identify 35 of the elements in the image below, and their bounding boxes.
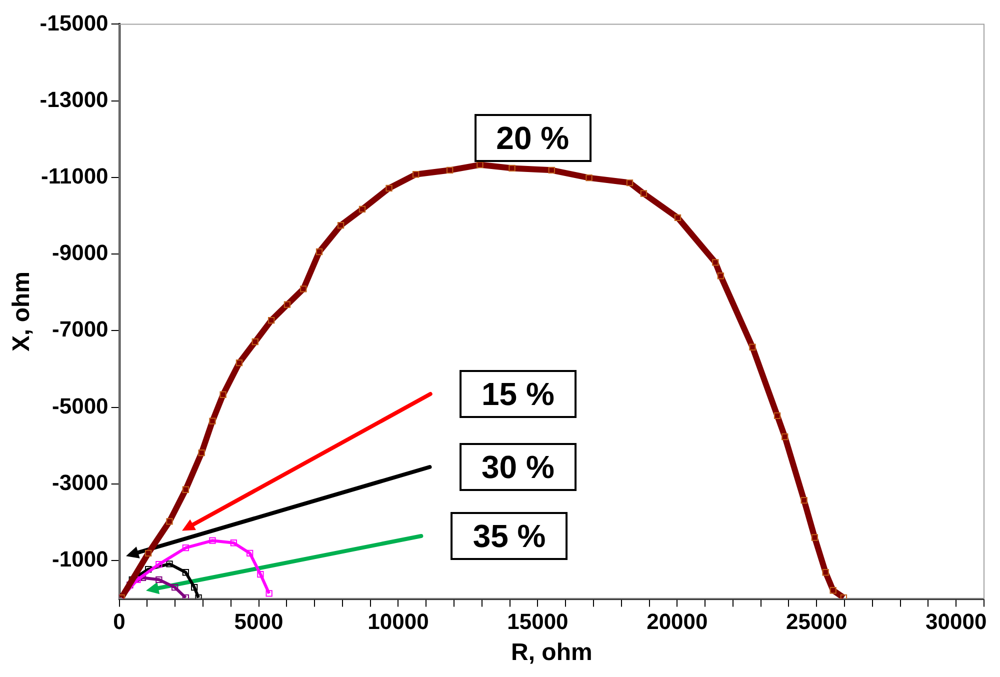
point [257, 570, 264, 578]
x-tick-label: 5000 [234, 609, 284, 634]
point [230, 540, 237, 546]
x-tick-label: 30000 [926, 609, 987, 634]
point [246, 550, 254, 557]
y-tick-label: -9000 [52, 240, 108, 266]
annotation: 20 % [474, 114, 592, 162]
point [191, 584, 198, 591]
x-tick-label: 10000 [368, 609, 429, 634]
point [171, 584, 178, 591]
annotation: 15 % [459, 370, 576, 418]
point [182, 544, 190, 552]
y-axis-title: X, ohm [8, 271, 36, 352]
y-tick-label: -11000 [41, 163, 108, 188]
point [266, 590, 272, 597]
annotation: 35 % [450, 512, 568, 560]
x-tick-label: 15000 [507, 609, 568, 634]
point [209, 537, 216, 544]
point [195, 594, 202, 599]
y-tick-label: -15000 [40, 10, 108, 36]
y-tick-label: -3000 [52, 470, 108, 495]
point [156, 576, 162, 583]
y-tick-label: -13000 [40, 86, 108, 112]
y-tick-label: -7000 [52, 316, 108, 342]
y-tick-label: -5000 [52, 393, 108, 418]
x-tick-label: 25000 [786, 609, 848, 634]
point [156, 560, 162, 568]
x-tick-label: 20000 [646, 609, 708, 634]
annotation: 30 % [459, 442, 576, 491]
point [166, 560, 173, 568]
point [144, 566, 152, 573]
x-axis-title: R, ohm [510, 639, 592, 666]
y-tick-label: -1000 [52, 546, 108, 572]
point [182, 569, 190, 576]
x-tick-label: 0 [113, 609, 126, 634]
